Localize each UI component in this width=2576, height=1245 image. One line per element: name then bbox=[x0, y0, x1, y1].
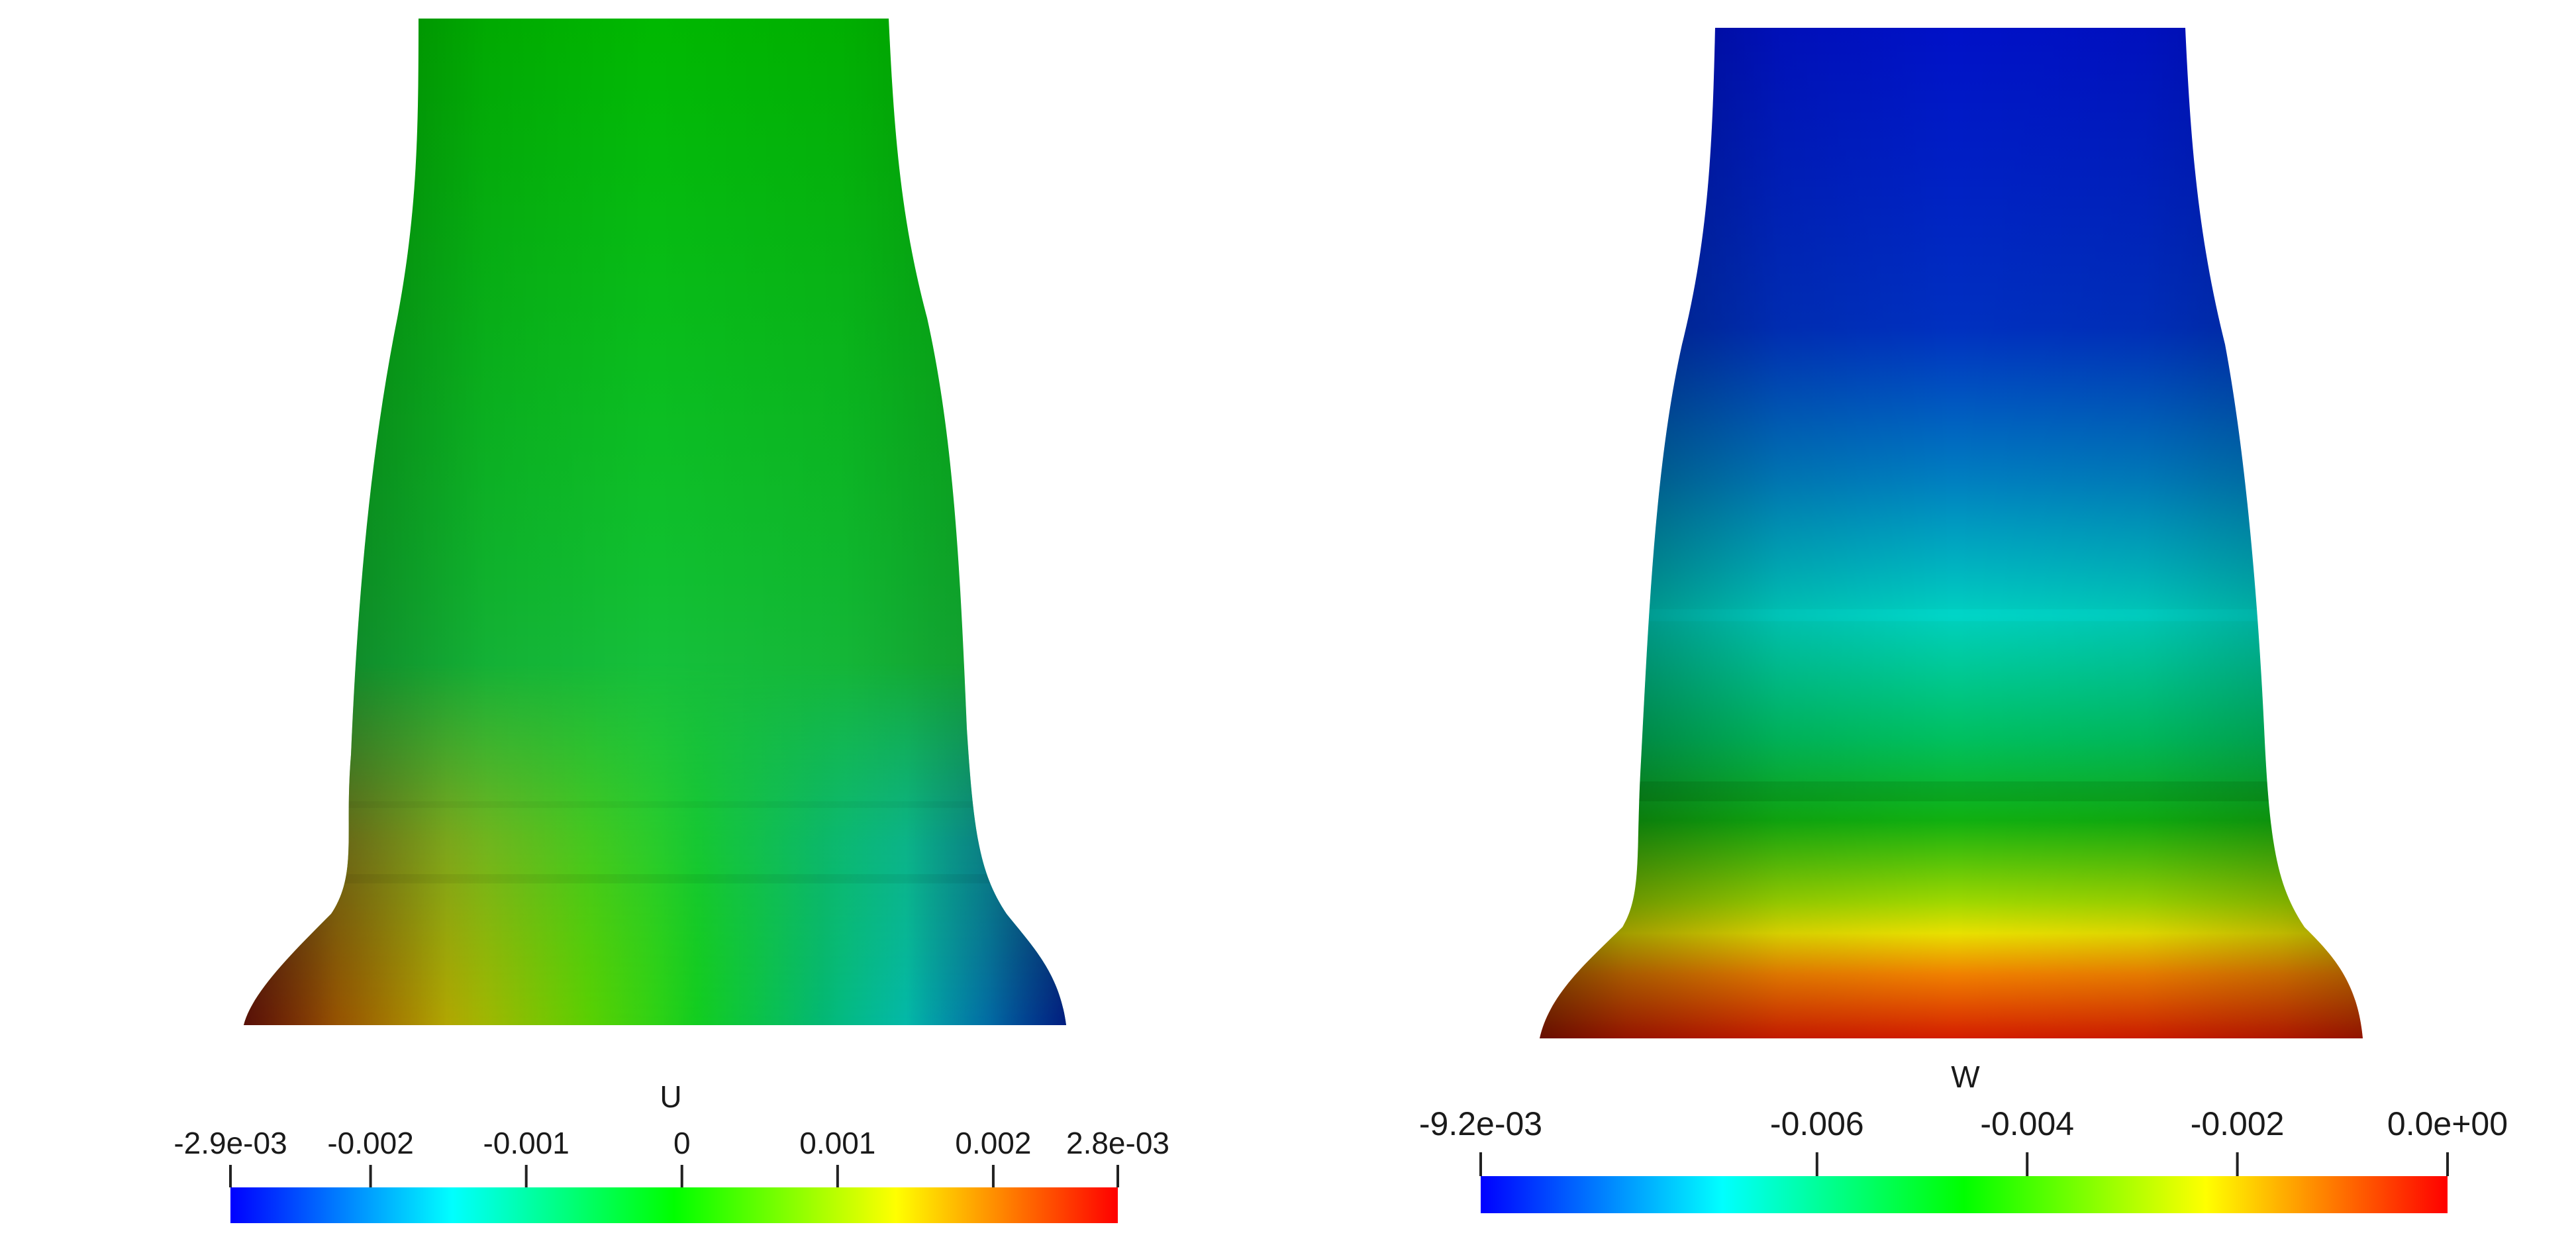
right-colorbar-title: W bbox=[1951, 1060, 1980, 1094]
left-colorbar-gradient bbox=[230, 1187, 1118, 1223]
left-colorbar-tick-label: 0.001 bbox=[799, 1126, 875, 1160]
left-colorbar: U -2.9e-03 -0.002 -0.001 0 0.001 0.002 2.8e-03 bbox=[173, 1079, 1169, 1223]
right-colorbar-ticks: -9.2e-03 -0.006 -0.004 -0.002 0.0e+00 bbox=[1419, 1105, 2508, 1176]
left-colorbar-title: U bbox=[660, 1079, 681, 1114]
right-tower-surface bbox=[1540, 28, 2363, 1038]
left-colorbar-tick-label: -2.9e-03 bbox=[173, 1126, 287, 1160]
right-colorbar-tick-label: -0.002 bbox=[2191, 1105, 2285, 1142]
right-colorbar-tick-label: -9.2e-03 bbox=[1419, 1105, 1542, 1142]
left-colorbar-tick-label: 0 bbox=[673, 1126, 691, 1160]
right-colorbar: W -9.2e-03 -0.006 -0.004 -0.002 0.0e+00 bbox=[1419, 1060, 2508, 1213]
right-colorbar-tick-label: 0.0e+00 bbox=[2387, 1105, 2508, 1142]
left-tower-surface bbox=[244, 19, 1066, 1025]
right-colorbar-tick-label: -0.006 bbox=[1770, 1105, 1864, 1142]
left-colorbar-tick-label: 0.002 bbox=[955, 1126, 1031, 1160]
left-colorbar-tick-label: 2.8e-03 bbox=[1066, 1126, 1169, 1160]
right-colorbar-gradient bbox=[1481, 1176, 2448, 1213]
left-colorbar-ticks: -2.9e-03 -0.002 -0.001 0 0.001 0.002 2.8e-03 bbox=[173, 1126, 1169, 1187]
right-colorbar-tick-label: -0.004 bbox=[1980, 1105, 2074, 1142]
left-colorbar-tick-label: -0.002 bbox=[327, 1126, 413, 1160]
left-colorbar-tick-label: -0.001 bbox=[483, 1126, 569, 1160]
